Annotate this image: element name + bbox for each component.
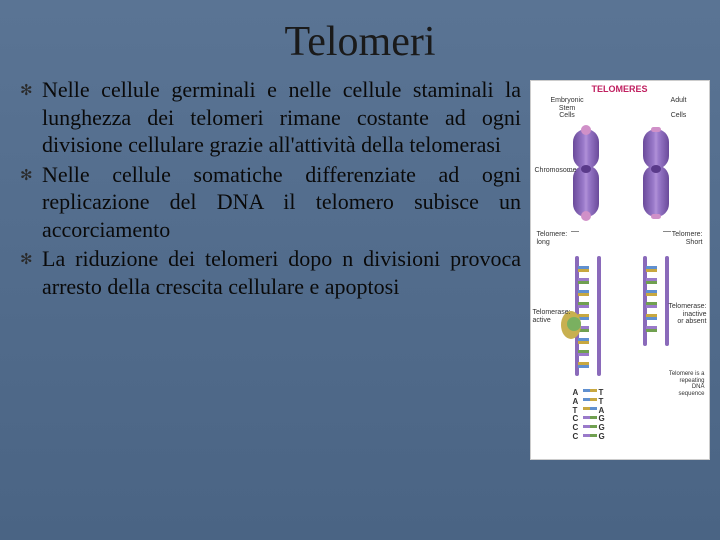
list-item: ✻ Nelle cellule germinali e nelle cellul… bbox=[20, 76, 521, 159]
left-header-label: Embryonic Stem Cells bbox=[551, 97, 584, 120]
base-pair bbox=[578, 362, 600, 365]
text-column: ✻ Nelle cellule germinali e nelle cellul… bbox=[20, 76, 527, 520]
bullet-text: Nelle cellule somatiche differenziate ad… bbox=[42, 161, 521, 244]
repeat-label: Telomere is a repeating DNA sequence bbox=[669, 371, 705, 397]
base-pair bbox=[646, 266, 668, 269]
base-pair bbox=[578, 290, 600, 293]
seq-left: A A T C C C bbox=[573, 389, 579, 442]
p-arm bbox=[573, 129, 599, 169]
base-pair bbox=[646, 278, 668, 281]
base-pair bbox=[578, 350, 600, 353]
telomere-cap bbox=[581, 125, 591, 135]
seq-letter: C bbox=[573, 433, 579, 442]
seq-right: T T A G G G bbox=[599, 389, 605, 442]
helix-right bbox=[639, 256, 679, 346]
base-pair bbox=[578, 302, 600, 305]
diagram-title: TELOMERES bbox=[531, 84, 709, 94]
centromere bbox=[581, 165, 591, 173]
telomere-cap bbox=[651, 214, 661, 219]
left-telomere-label: Telomere: long bbox=[537, 231, 568, 246]
seq-bars bbox=[583, 389, 597, 437]
base-pair bbox=[646, 302, 668, 305]
title-area: Telomeri bbox=[0, 0, 720, 76]
bullet-icon: ✻ bbox=[20, 245, 42, 270]
base-pair bbox=[578, 278, 600, 281]
leader-line bbox=[571, 231, 579, 232]
seq-letter: G bbox=[599, 433, 605, 442]
chromosome-right bbox=[643, 129, 669, 217]
bullet-list: ✻ Nelle cellule germinali e nelle cellul… bbox=[20, 76, 521, 300]
slide-title: Telomeri bbox=[0, 18, 720, 66]
bullet-icon: ✻ bbox=[20, 76, 42, 101]
centromere bbox=[651, 165, 661, 173]
leader-line bbox=[663, 231, 671, 232]
list-item: ✻ Nelle cellule somatiche differenziate … bbox=[20, 161, 521, 244]
base-pair bbox=[646, 314, 668, 317]
slide: Telomeri ✻ Nelle cellule germinali e nel… bbox=[0, 0, 720, 540]
base-pair bbox=[646, 290, 668, 293]
base-pair bbox=[578, 338, 600, 341]
telomere-cap bbox=[651, 127, 661, 132]
list-item: ✻ La riduzione dei telomeri dopo n divis… bbox=[20, 245, 521, 300]
content-row: ✻ Nelle cellule germinali e nelle cellul… bbox=[0, 76, 720, 540]
base-pair bbox=[578, 314, 600, 317]
left-enzyme-label: Telomerase: active bbox=[533, 309, 571, 324]
image-column: TELOMERES Embryonic Stem Cells Adult Cel… bbox=[527, 76, 712, 520]
bullet-text: La riduzione dei telomeri dopo n divisio… bbox=[42, 245, 521, 300]
right-telomere-label: Telomere: Short bbox=[672, 231, 703, 246]
p-arm bbox=[643, 129, 669, 169]
right-enzyme-label: Telomerase: inactive or absent bbox=[668, 303, 706, 326]
base-pair bbox=[646, 326, 668, 329]
base-pair bbox=[578, 326, 600, 329]
bullet-icon: ✻ bbox=[20, 161, 42, 186]
right-header-label: Adult Cells bbox=[671, 97, 687, 120]
bullet-text: Nelle cellule germinali e nelle cellule … bbox=[42, 76, 521, 159]
leader-line bbox=[567, 171, 573, 172]
telomere-cap bbox=[581, 211, 591, 221]
helix-strand bbox=[665, 256, 669, 346]
base-pair bbox=[578, 266, 600, 269]
telomere-diagram: TELOMERES Embryonic Stem Cells Adult Cel… bbox=[530, 80, 710, 460]
